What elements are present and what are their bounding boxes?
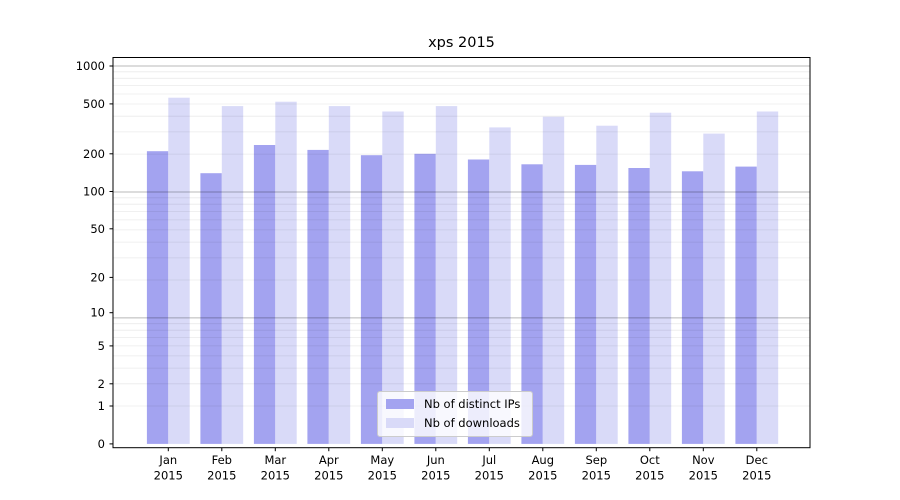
x-tick-label-month: Apr <box>319 453 339 467</box>
bar <box>307 149 329 444</box>
bar <box>735 166 757 444</box>
legend-label-downloads: Nb of downloads <box>424 416 520 430</box>
bar <box>681 171 704 444</box>
major-gridlines <box>113 65 810 319</box>
x-tick-label-month: Feb <box>212 453 232 467</box>
legend-item-distinct-ips: Nb of distinct IPs <box>386 397 520 411</box>
x-tick-label-year: 2015 <box>742 469 771 483</box>
bar <box>435 106 458 444</box>
x-tick-label-year: 2015 <box>154 469 183 483</box>
y-tick-label: 0 <box>98 437 105 451</box>
bar <box>628 168 650 444</box>
x-tick-label-month: Aug <box>532 453 554 467</box>
y-tick-label: 200 <box>83 147 105 161</box>
x-tick-label-year: 2015 <box>582 469 611 483</box>
bar <box>382 111 404 444</box>
bar <box>703 133 725 444</box>
bar <box>146 151 169 444</box>
legend-swatch-downloads <box>386 418 414 428</box>
y-tick-label: 20 <box>90 270 105 284</box>
x-tick-label-month: Sep <box>585 453 607 467</box>
x-tick-label-year: 2015 <box>261 469 290 483</box>
x-tick-label-month: Mar <box>264 453 286 467</box>
bar <box>221 106 244 444</box>
y-tick-label: 2 <box>98 377 105 391</box>
x-tick-label-year: 2015 <box>635 469 664 483</box>
x-tick-label-month: Jul <box>481 453 496 467</box>
bar <box>542 116 565 444</box>
bar-series-0 <box>146 145 757 444</box>
bar <box>328 106 351 444</box>
x-tick-label-month: Dec <box>746 453 768 467</box>
x-tick-label-year: 2015 <box>475 469 504 483</box>
x-tick-label-year: 2015 <box>314 469 343 483</box>
bar <box>200 173 222 444</box>
x-tick-label-month: Jan <box>158 453 177 467</box>
x-tick-label-month: May <box>370 453 394 467</box>
bar <box>574 164 597 444</box>
bar-series-1 <box>168 97 779 444</box>
legend-item-downloads: Nb of downloads <box>386 416 520 430</box>
bar <box>168 97 190 444</box>
y-tick-label: 5 <box>98 339 105 353</box>
y-tick-label: 500 <box>83 97 105 111</box>
bar <box>414 153 436 444</box>
minor-gridlines <box>113 71 810 407</box>
bar <box>596 125 618 444</box>
chart-title: xps 2015 <box>428 35 495 51</box>
y-tick-label: 100 <box>83 185 105 199</box>
bar <box>489 127 511 444</box>
y-tick-label: 1000 <box>76 59 105 73</box>
y-axis: 0 1 2 5 10 20 50 100 200 500 1000 <box>76 59 113 451</box>
x-tick-label-year: 2015 <box>689 469 718 483</box>
y-tick-label: 10 <box>90 306 105 320</box>
legend: Nb of distinct IPs Nb of downloads <box>377 391 534 437</box>
x-tick-label-year: 2015 <box>368 469 397 483</box>
legend-label-distinct-ips: Nb of distinct IPs <box>424 397 521 411</box>
x-tick-label-year: 2015 <box>207 469 236 483</box>
y-tick-label: 50 <box>90 222 105 236</box>
legend-swatch-distinct-ips <box>386 399 414 409</box>
x-tick-label-month: Nov <box>692 453 715 467</box>
bar <box>275 101 297 444</box>
x-tick-label-year: 2015 <box>421 469 450 483</box>
y-tick-label: 1 <box>98 399 105 413</box>
bar <box>521 164 543 444</box>
x-axis: Jan 2015 Feb 2015 Mar 2015 Apr 2015 May 2015 Jun 20… <box>154 447 771 483</box>
bar <box>360 155 383 444</box>
x-tick-label-year: 2015 <box>528 469 557 483</box>
x-tick-label-month: Oct <box>640 453 660 467</box>
plot-frame <box>112 57 811 449</box>
bar <box>756 111 779 444</box>
x-tick-label-month: Jun <box>426 453 445 467</box>
bar <box>649 112 672 444</box>
bar <box>467 159 490 444</box>
bar <box>253 145 276 444</box>
